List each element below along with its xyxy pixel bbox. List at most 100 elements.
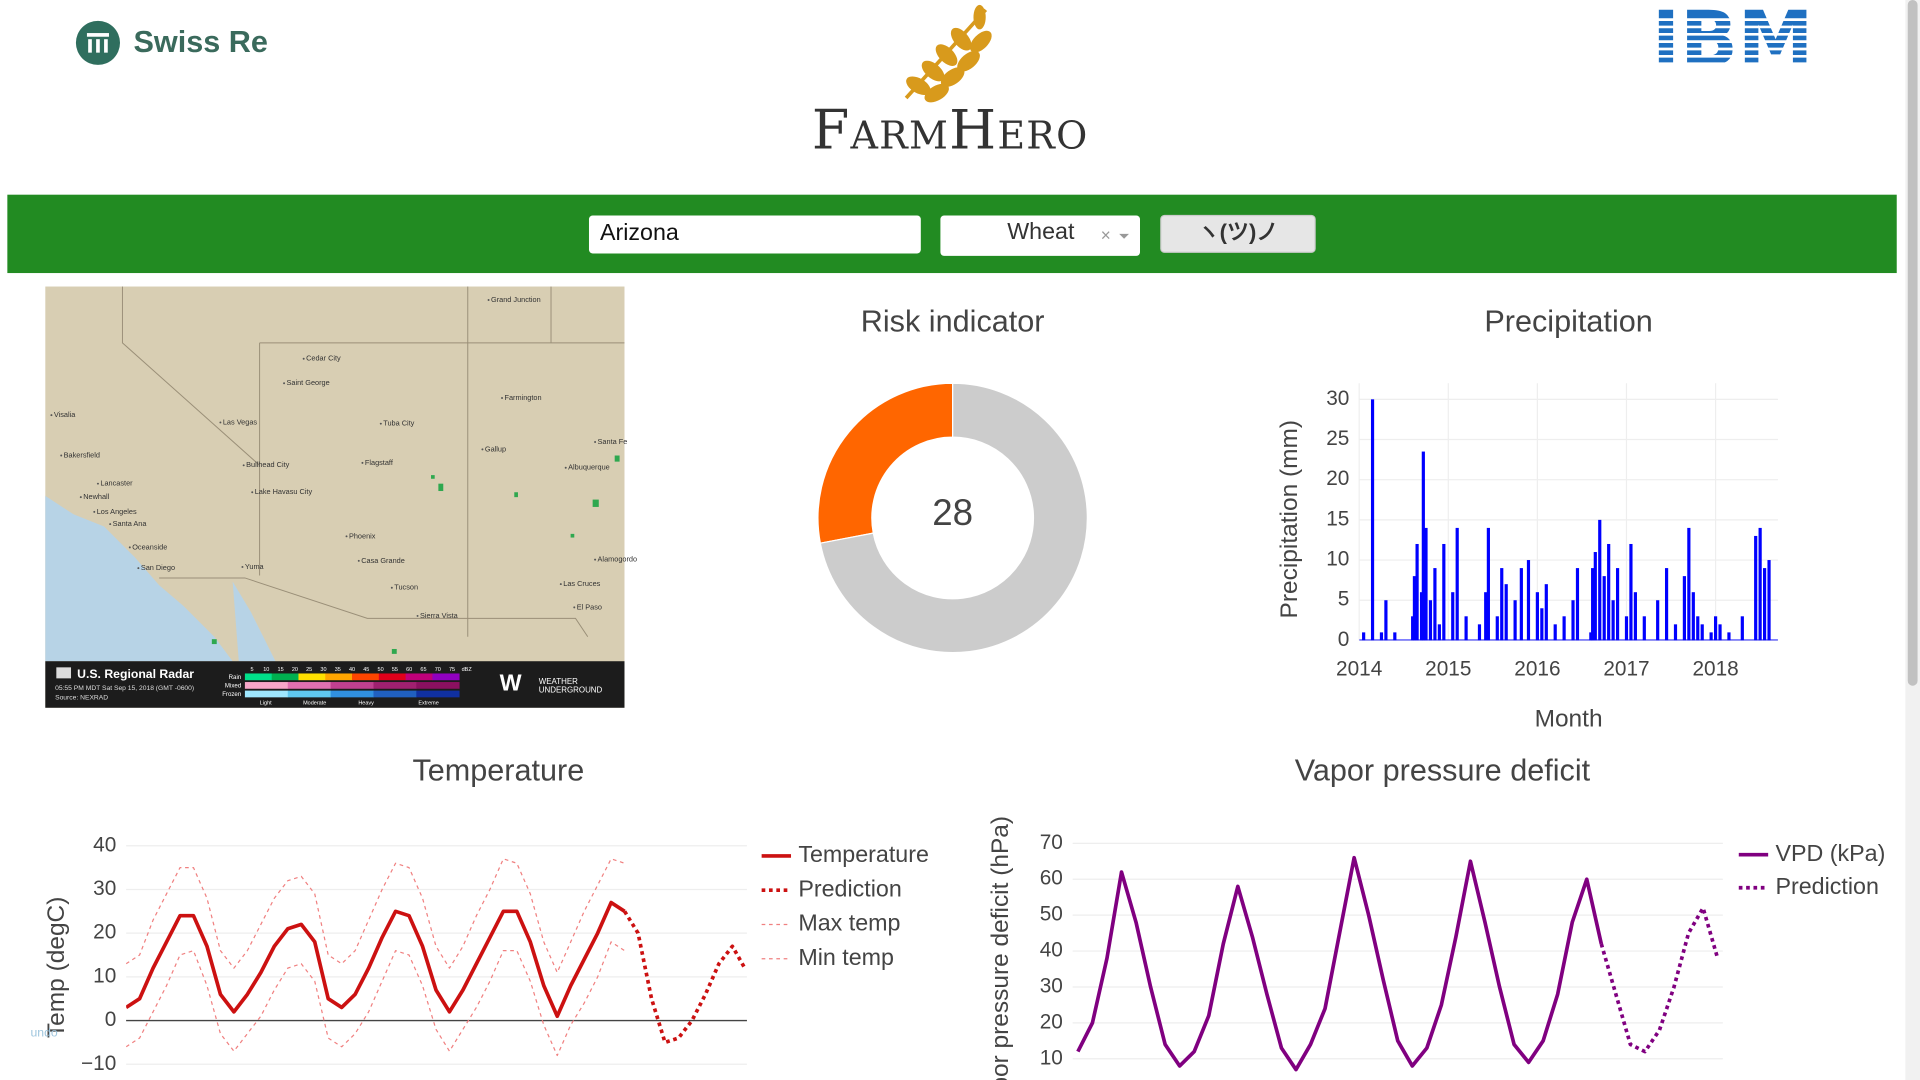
y-tick-label: 40 — [1040, 939, 1063, 962]
bar — [1696, 616, 1700, 641]
color-scale — [405, 673, 433, 681]
bar — [1442, 543, 1446, 641]
city-label: Albuquerque — [568, 463, 610, 472]
city-label: Bullhead City — [246, 460, 290, 469]
bar — [1433, 568, 1437, 641]
chart-title: Temperature — [412, 754, 584, 788]
legend-label: Temperature — [798, 841, 929, 867]
button-box[interactable] — [1160, 214, 1316, 253]
series-line — [126, 900, 626, 1019]
city-dot — [302, 357, 305, 360]
row-label: Rain — [229, 674, 242, 681]
city-dot — [93, 510, 96, 513]
row-label: Frozen — [222, 691, 241, 698]
plot-area — [1076, 855, 1720, 1072]
brand-label: WEATHER — [539, 677, 578, 686]
y-tick-label: 0 — [1338, 628, 1350, 651]
button-text[interactable]: ヽ(ツ)ノ — [1198, 220, 1279, 245]
city-dot — [128, 546, 131, 549]
legend-label: VPD (kPa) — [1776, 840, 1886, 866]
y-tick-label: 30 — [1040, 974, 1063, 997]
city-label: Tuba City — [383, 419, 414, 428]
bar — [1519, 568, 1523, 641]
wu-logo: W — [500, 670, 522, 696]
bar — [1673, 624, 1678, 641]
bar — [1754, 535, 1758, 641]
location-input[interactable]: Arizona — [588, 215, 921, 254]
bar — [1615, 568, 1620, 641]
city-dot — [361, 461, 364, 464]
x-tick-label: 2016 — [1514, 657, 1560, 680]
city-label: Cedar City — [306, 354, 341, 363]
city-dot — [283, 382, 286, 385]
y-tick-label: 0 — [105, 1008, 117, 1031]
bar — [1455, 527, 1459, 641]
clear-icon[interactable]: × — [1101, 225, 1111, 245]
scrollbar-thumb[interactable] — [1907, 0, 1918, 686]
bar — [1421, 451, 1425, 641]
select-box[interactable] — [940, 215, 1140, 256]
bar — [1611, 600, 1615, 641]
bar — [1656, 600, 1660, 641]
input-box[interactable] — [588, 215, 921, 254]
bar — [1767, 560, 1771, 641]
bar — [1700, 624, 1704, 641]
city-dot — [242, 464, 245, 467]
bar — [1691, 592, 1695, 641]
input-text[interactable]: Arizona — [600, 219, 679, 245]
city-dot — [109, 523, 112, 526]
map-gulf — [232, 581, 276, 662]
city-dot — [357, 559, 360, 562]
logo-text: FarmHero — [812, 99, 1089, 162]
city-label: Santa Fe — [598, 437, 628, 446]
crop-select[interactable]: Wheat × — [940, 215, 1140, 256]
radar-echoes — [211, 455, 620, 654]
city-label: Alamogordo — [598, 555, 638, 564]
bar — [1419, 592, 1424, 641]
city-dot — [501, 396, 504, 399]
bar — [1486, 527, 1490, 641]
scale-label: 55 — [392, 667, 398, 673]
city-label: Los Angeles — [97, 507, 137, 516]
legend-label: Max temp — [798, 910, 900, 936]
bar — [1709, 632, 1713, 641]
plot-area — [1359, 399, 1778, 641]
scale-label: 75 — [449, 667, 455, 673]
y-tick-label: 25 — [1326, 427, 1349, 450]
wheat-grain — [957, 50, 980, 72]
y-tick-label: 30 — [1326, 387, 1349, 410]
map-legend-title: U.S. Regional Radar — [77, 667, 194, 681]
bar — [1664, 568, 1669, 641]
select-text[interactable]: Wheat — [1007, 218, 1075, 244]
series-line — [126, 941, 625, 1057]
y-tick-label: 10 — [1040, 1046, 1063, 1069]
wheat-grain — [969, 30, 992, 53]
chart: Risk indicator 28 — [817, 304, 1088, 654]
city-label: Grand Junction — [491, 295, 541, 304]
chart-title: Precipitation — [1484, 304, 1652, 338]
submit-button[interactable]: ヽ(ツ)ノ — [1160, 214, 1316, 253]
bar — [1544, 584, 1548, 641]
city-label: Lancaster — [100, 479, 133, 488]
color-scale — [330, 690, 374, 698]
y-tick-label: 50 — [1040, 903, 1063, 926]
bar — [1629, 543, 1633, 641]
bar — [1437, 624, 1441, 641]
intensity-label: Heavy — [358, 700, 374, 706]
city-label: Yuma — [245, 562, 265, 571]
plot-area — [126, 858, 747, 1057]
bar — [1763, 568, 1767, 641]
color-scale — [378, 673, 406, 681]
bar — [1379, 632, 1384, 641]
legend-label: Prediction — [798, 875, 901, 901]
bar — [1384, 600, 1388, 641]
scale-label: 25 — [306, 667, 312, 673]
city-dot — [390, 586, 393, 589]
logo-stripes — [1646, 18, 1819, 66]
y-axis-title: Vapor pressure deficit (hPa) — [987, 816, 1014, 1080]
map-timestamp: 05:55 PM MDT Sat Sep 15, 2018 (GMT -0600… — [55, 685, 194, 692]
city-dot — [559, 583, 562, 586]
x-tick-label: 2014 — [1336, 657, 1382, 680]
bar — [1591, 568, 1595, 641]
undo-button[interactable]: undo — [30, 1026, 57, 1040]
